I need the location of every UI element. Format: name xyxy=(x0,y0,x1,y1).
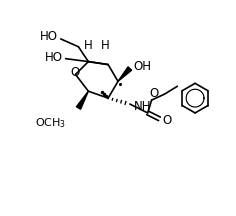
Polygon shape xyxy=(118,67,132,81)
Text: HO: HO xyxy=(40,30,58,43)
Text: O: O xyxy=(162,114,172,127)
Polygon shape xyxy=(76,91,88,109)
Text: O: O xyxy=(149,87,158,100)
Text: H: H xyxy=(84,39,93,52)
Text: NH: NH xyxy=(134,100,151,113)
Text: O: O xyxy=(70,66,79,79)
Text: OCH$_3$: OCH$_3$ xyxy=(35,116,67,130)
Text: H: H xyxy=(101,39,110,52)
Text: OH: OH xyxy=(134,60,152,73)
Text: HO: HO xyxy=(45,51,63,64)
